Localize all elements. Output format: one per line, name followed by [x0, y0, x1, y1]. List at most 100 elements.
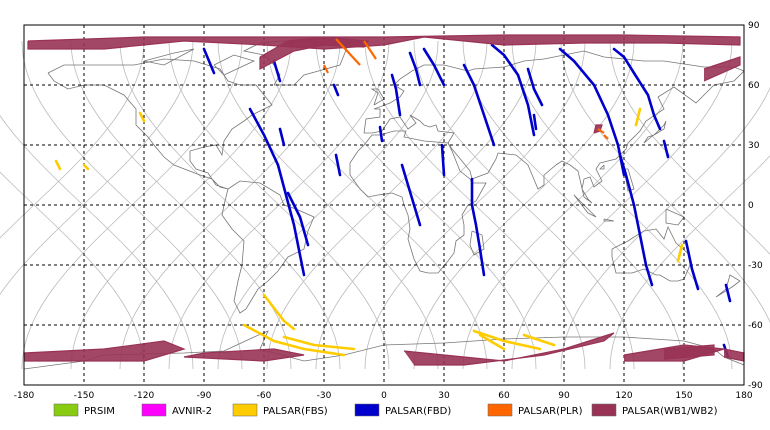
longitude-label: -180 — [14, 391, 35, 401]
swath-fbs — [242, 323, 346, 357]
longitude-label: 90 — [558, 391, 570, 401]
longitude-label: 180 — [735, 391, 752, 401]
legend-label: AVNIR-2 — [172, 406, 212, 417]
swath-plr — [335, 38, 361, 66]
orbit-track — [217, 40, 439, 370]
latitude-label: 90 — [748, 21, 760, 31]
swath-fbd — [618, 153, 654, 287]
latitude-label: -90 — [748, 381, 763, 391]
legend-swatch — [591, 403, 617, 417]
swath-fbs — [478, 333, 506, 351]
coastline — [349, 130, 487, 274]
swath-fbd — [470, 177, 486, 277]
swath-fbd — [684, 239, 700, 291]
swath-fbd — [202, 47, 216, 75]
orbit-track — [511, 40, 733, 370]
coastline — [370, 88, 385, 106]
latitude-label: 30 — [748, 141, 760, 151]
swath-fbd — [278, 127, 286, 147]
swath-wb — [23, 340, 186, 362]
legend-swatch — [487, 403, 513, 417]
swath-fbd — [286, 191, 310, 247]
coastline — [469, 230, 485, 256]
latitude-label: 0 — [748, 201, 754, 211]
orbit-track — [0, 115, 194, 370]
coastline — [573, 194, 597, 218]
longitude-label: -30 — [317, 391, 332, 401]
legend-label: PALSAR(FBS) — [263, 406, 328, 417]
swath-fbs — [262, 293, 296, 331]
swath-fbd — [440, 143, 446, 177]
coastline — [715, 274, 741, 298]
swath-group — [23, 34, 745, 366]
coastline — [221, 180, 315, 314]
swath-fbd — [662, 139, 670, 159]
longitude-label: -90 — [197, 391, 212, 401]
coastline — [623, 168, 635, 192]
orbit-track — [0, 171, 145, 370]
legend-swatch — [232, 403, 258, 417]
swath-fbd — [724, 283, 732, 303]
swath-wb — [723, 348, 745, 362]
swath-plr — [597, 128, 605, 134]
swath-plr — [603, 134, 609, 140]
longitude-labels: -180 -150 -120 -90 -60 -30 0 30 60 90 120 150 180 — [14, 391, 753, 401]
coastline — [599, 164, 605, 170]
swath-fbd — [272, 59, 282, 83]
swath-fbd — [532, 113, 538, 131]
swath-fbs — [138, 111, 146, 123]
swath-fbd — [390, 73, 402, 117]
swath-fbs — [472, 329, 542, 351]
swath-fbs — [522, 333, 556, 347]
latitude-labels: 90 60 30 0 -30 -60 -90 — [748, 21, 763, 391]
legend-swatch — [141, 403, 167, 417]
swath-wb — [27, 34, 741, 50]
swath-fbd — [526, 67, 544, 107]
swath-fbd — [248, 107, 306, 277]
map-frame — [23, 24, 745, 386]
legend-label: PALSAR(FBD) — [385, 406, 451, 417]
swath-fbd — [332, 83, 340, 97]
swath-fbd — [612, 47, 662, 131]
latitude-label: -60 — [748, 321, 763, 331]
swath-wb — [703, 56, 741, 82]
coastline — [143, 48, 195, 66]
longitude-label: 30 — [438, 391, 450, 401]
swath-fbd — [400, 163, 422, 227]
swath-wb — [403, 332, 615, 366]
legend-label: PRSIM — [84, 406, 115, 417]
swath-fbd — [490, 43, 536, 137]
swath-wb — [183, 348, 305, 362]
longitude-label: 0 — [381, 391, 387, 401]
longitude-label: -60 — [257, 391, 272, 401]
coastline — [363, 50, 745, 204]
swath-fbs — [634, 107, 642, 127]
latitude-label: -30 — [748, 261, 763, 271]
coastline — [603, 218, 615, 222]
legend-label: PALSAR(PLR) — [518, 406, 583, 417]
swath-fbs — [54, 159, 62, 171]
swath-fbs — [676, 243, 684, 263]
legend-swatch — [53, 403, 79, 417]
swath-fbs — [282, 335, 356, 351]
legend-swatch — [354, 403, 380, 417]
swath-plr — [323, 64, 329, 74]
longitude-label: 150 — [675, 391, 692, 401]
swath-fbd — [462, 63, 496, 147]
longitude-label: -150 — [74, 391, 95, 401]
swath-fbd — [422, 47, 446, 87]
longitude-label: 120 — [615, 391, 632, 401]
coastline — [611, 225, 691, 282]
coastline — [643, 120, 667, 144]
orbit-track — [266, 40, 488, 370]
swath-plr — [363, 40, 377, 60]
longitude-label: 60 — [498, 391, 510, 401]
coastline — [213, 54, 256, 76]
orbit-track — [560, 40, 770, 323]
swath-fbd — [378, 125, 384, 143]
swath-wb — [663, 344, 715, 360]
legend: PRSIM AVNIR-2 PALSAR(FBS) PALSAR(FBD) PALSAR… — [53, 403, 718, 417]
grid-group — [24, 25, 744, 385]
legend-label: PALSAR(WB1/WB2) — [622, 406, 718, 417]
